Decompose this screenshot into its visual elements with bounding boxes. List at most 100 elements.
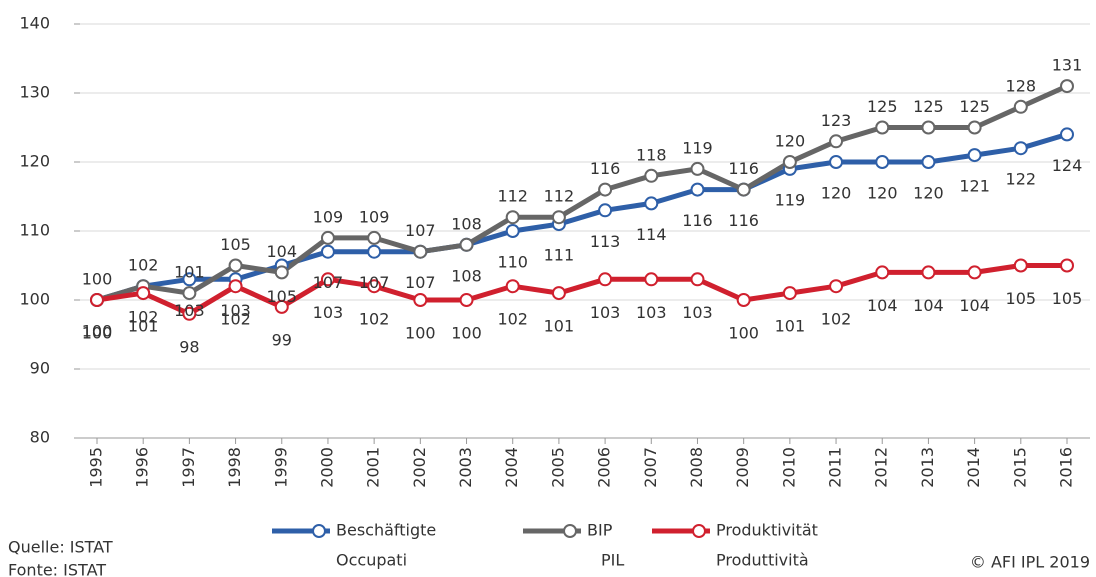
data-label: 105: [1006, 289, 1037, 308]
data-label: 113: [590, 232, 621, 251]
x-tick-label: 2006: [595, 447, 614, 488]
legend-marker: [692, 524, 706, 538]
data-label: 103: [220, 301, 251, 320]
point: [367, 279, 382, 294]
data-label: 120: [821, 184, 852, 203]
point: [736, 293, 751, 307]
data-label: 119: [775, 190, 806, 209]
y-tick-label: 80: [30, 428, 50, 447]
data-label: 109: [359, 207, 390, 226]
point: [320, 244, 335, 259]
series-line: [96, 263, 1067, 317]
data-label: 114: [636, 225, 667, 244]
x-tick-label: 2002: [410, 447, 429, 488]
point: [90, 293, 104, 307]
point: [228, 258, 243, 273]
data-label: 103: [682, 303, 713, 322]
x-tick-label: 2010: [779, 447, 798, 488]
data-label: 131: [1052, 56, 1083, 75]
data-label: 102: [359, 310, 390, 329]
point: [967, 265, 982, 280]
point: [967, 148, 982, 163]
point: [1013, 99, 1028, 114]
series-line: [96, 83, 1069, 303]
x-tick-label: 1997: [179, 447, 198, 488]
y-tick-label: 100: [19, 290, 50, 309]
x-tick-label: 2012: [872, 447, 891, 488]
data-label: 99: [272, 330, 292, 349]
point: [505, 224, 520, 238]
x-tick-label: 2004: [502, 447, 521, 488]
copyright: © AFI IPL 2019: [970, 553, 1090, 572]
point: [690, 272, 705, 287]
point: [367, 230, 382, 245]
point: [367, 244, 382, 259]
point: [459, 293, 474, 307]
point: [598, 272, 613, 287]
data-label: 124: [1052, 156, 1083, 175]
source-it: Fonte: ISTAT: [8, 561, 106, 577]
data-label: 112: [497, 187, 528, 206]
point: [875, 265, 890, 280]
point: [644, 168, 659, 183]
point: [736, 182, 751, 197]
data-label: 107: [405, 273, 436, 292]
data-label: 105: [266, 287, 297, 306]
data-label: 103: [174, 301, 205, 320]
point: [829, 155, 844, 169]
point: [228, 279, 243, 294]
data-label: 98: [179, 337, 199, 356]
x-tick-label: 2003: [456, 447, 475, 488]
point: [690, 182, 705, 197]
point: [274, 299, 289, 314]
point: [690, 161, 705, 176]
y-tick-label: 140: [19, 14, 50, 33]
x-tick-label: 2001: [364, 447, 383, 488]
point: [598, 182, 613, 197]
data-label: 102: [497, 310, 528, 329]
legend-marker: [563, 524, 577, 538]
x-tick-label: 2014: [964, 447, 983, 488]
y-tick-label: 120: [19, 152, 50, 171]
data-label: 101: [544, 317, 575, 336]
data-label: 105: [1052, 289, 1083, 308]
data-label: 116: [682, 211, 713, 230]
data-label: 110: [497, 253, 528, 272]
data-label: 122: [1006, 170, 1037, 189]
point: [413, 244, 428, 259]
x-tick-label: 2013: [918, 447, 937, 488]
point: [182, 286, 197, 301]
data-label: 102: [220, 310, 251, 329]
data-label: 118: [636, 145, 667, 164]
data-label: 104: [959, 296, 990, 315]
data-label: 105: [220, 235, 251, 254]
x-tick-label: 2009: [733, 447, 752, 488]
data-label: 101: [128, 317, 159, 336]
x-tick-label: 1996: [133, 447, 152, 488]
point: [1013, 258, 1028, 273]
data-label: 125: [867, 97, 898, 116]
point: [505, 279, 520, 294]
point: [921, 265, 936, 280]
data-label: 103: [313, 303, 344, 322]
data-label: 107: [313, 273, 344, 292]
data-label: 100: [82, 270, 113, 289]
point: [320, 230, 335, 245]
data-label: 100: [405, 324, 436, 343]
point: [1060, 127, 1074, 142]
x-tick-label: 2007: [641, 447, 660, 488]
data-label: 121: [959, 177, 990, 196]
x-tick-label: 1995: [87, 447, 106, 488]
data-label: 100: [451, 324, 482, 343]
y-tick-label: 110: [19, 221, 50, 240]
point: [505, 210, 520, 225]
point: [1060, 258, 1074, 273]
legend-marker: [312, 524, 326, 538]
legend-label: Produktivität: [716, 521, 818, 540]
data-label: 101: [174, 263, 205, 282]
point: [274, 265, 289, 280]
x-tick-label: 2011: [826, 447, 845, 488]
data-label: 111: [544, 246, 575, 265]
data-label: 128: [1006, 76, 1037, 95]
